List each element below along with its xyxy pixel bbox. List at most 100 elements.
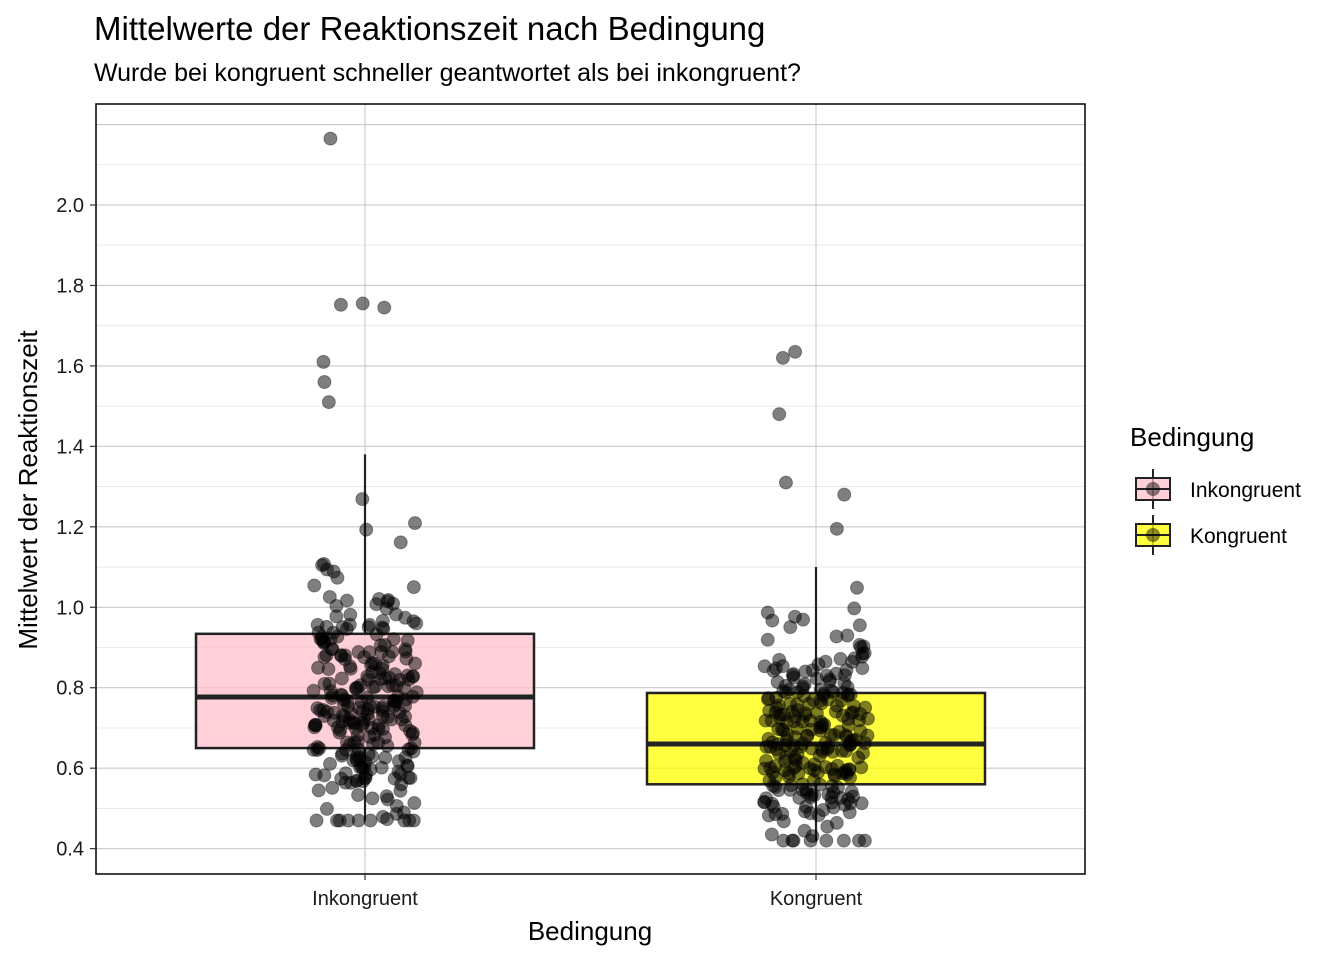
data-point xyxy=(408,656,423,671)
data-point xyxy=(809,706,824,721)
data-point xyxy=(330,570,345,585)
y-axis-title: Mittelwert der Reaktionszeit xyxy=(13,330,43,650)
outlier-point xyxy=(321,395,336,410)
data-point xyxy=(852,618,867,633)
data-point xyxy=(348,681,363,696)
data-point xyxy=(813,723,828,738)
data-point xyxy=(322,589,337,604)
data-point xyxy=(394,712,409,727)
outlier-point xyxy=(323,131,338,146)
outlier-point xyxy=(355,296,370,311)
data-point xyxy=(308,718,323,733)
data-point xyxy=(855,661,870,676)
data-point xyxy=(775,722,790,737)
y-tick-label: 0.4 xyxy=(56,839,84,861)
data-point xyxy=(389,798,404,813)
data-point xyxy=(836,833,851,848)
data-point xyxy=(815,744,830,759)
data-point xyxy=(840,767,855,782)
data-point xyxy=(309,813,324,828)
data-point xyxy=(760,605,775,620)
y-tick-label: 1.6 xyxy=(56,356,84,378)
data-point xyxy=(405,727,420,742)
data-point xyxy=(367,699,382,714)
y-tick-label: 0.6 xyxy=(56,758,84,780)
data-point xyxy=(766,799,781,814)
data-point xyxy=(843,796,858,811)
data-point xyxy=(339,735,354,750)
data-point xyxy=(803,833,818,848)
data-point xyxy=(307,578,322,593)
data-point xyxy=(316,556,331,571)
data-point xyxy=(327,705,342,720)
data-point xyxy=(773,707,788,722)
legend-key-point xyxy=(1146,528,1160,542)
data-point xyxy=(323,684,338,699)
legend: Bedingung Inkongruent Kongruent xyxy=(1130,422,1301,555)
data-point xyxy=(362,645,377,660)
data-point xyxy=(311,660,326,675)
data-point xyxy=(397,813,412,828)
y-axis: 0.4 0.6 0.8 1.0 1.2 1.4 1.6 1.8 2.0 xyxy=(56,195,96,861)
data-point xyxy=(758,713,773,728)
data-point xyxy=(812,777,827,792)
data-point xyxy=(380,738,395,753)
data-point xyxy=(393,535,408,550)
data-point xyxy=(406,614,421,629)
data-point xyxy=(338,766,353,781)
chart-subtitle: Wurde bei kongruent schneller geantworte… xyxy=(94,59,801,87)
data-point xyxy=(398,699,413,714)
data-point xyxy=(342,617,357,632)
data-point xyxy=(361,620,376,635)
data-point xyxy=(351,788,366,803)
data-point xyxy=(334,648,349,663)
data-point xyxy=(330,720,345,735)
data-point xyxy=(363,813,378,828)
legend-title: Bedingung xyxy=(1130,422,1254,452)
data-point xyxy=(849,580,864,595)
y-tick-label: 1.8 xyxy=(56,275,84,297)
data-point xyxy=(364,720,379,735)
data-point xyxy=(372,666,387,681)
data-point xyxy=(323,756,338,771)
data-point xyxy=(822,674,837,689)
legend-label-kongruent: Kongruent xyxy=(1190,525,1287,548)
panel-border xyxy=(95,103,1086,875)
outlier-point xyxy=(333,297,348,312)
y-tick-label: 1.2 xyxy=(56,517,84,539)
data-point xyxy=(790,685,805,700)
data-point xyxy=(393,783,408,798)
data-point xyxy=(778,685,793,700)
data-point xyxy=(860,728,875,743)
data-point xyxy=(359,522,374,537)
outlier-point xyxy=(829,521,844,536)
data-point xyxy=(365,791,380,806)
legend-label-inkongruent: Inkongruent xyxy=(1190,479,1301,502)
data-point xyxy=(795,736,810,751)
data-point xyxy=(829,629,844,644)
data-point xyxy=(775,659,790,674)
data-point xyxy=(847,601,862,616)
data-point xyxy=(829,698,844,713)
y-tick-label: 2.0 xyxy=(56,195,84,217)
data-point xyxy=(847,651,862,666)
data-point xyxy=(783,743,798,758)
data-point xyxy=(388,607,403,622)
x-tick-label: Kongruent xyxy=(770,888,863,910)
outlier-point xyxy=(837,487,852,502)
legend-key-point xyxy=(1146,482,1160,496)
y-tick-label: 0.8 xyxy=(56,678,84,700)
data-point xyxy=(759,739,774,754)
data-point xyxy=(760,632,775,647)
data-point xyxy=(398,750,413,765)
y-tick-label: 1.0 xyxy=(56,597,84,619)
data-point xyxy=(786,833,801,848)
data-point xyxy=(839,729,854,744)
data-point xyxy=(826,800,841,815)
data-point xyxy=(346,753,361,768)
data-point xyxy=(343,661,358,676)
data-point xyxy=(380,812,395,827)
data-point xyxy=(393,767,408,782)
data-point xyxy=(841,712,856,727)
data-point xyxy=(857,833,872,848)
